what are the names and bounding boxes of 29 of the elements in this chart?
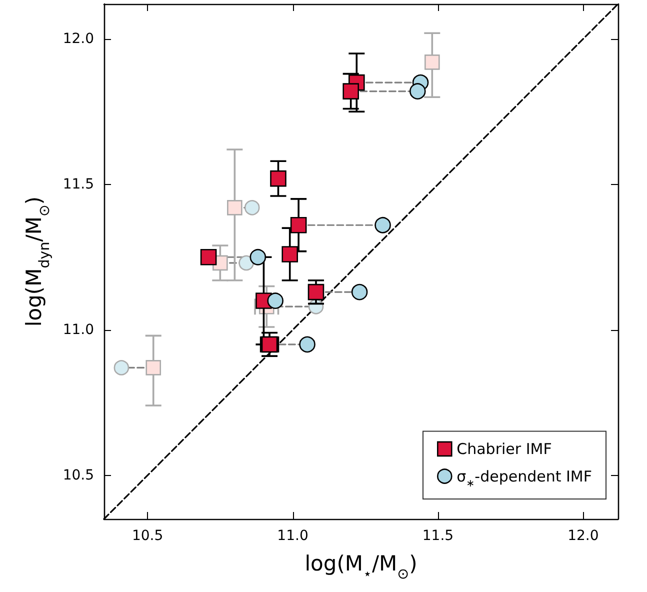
point (250, 248, 266, 266)
point (308, 284, 324, 300)
point (238, 255, 254, 271)
point (299, 336, 316, 353)
point (270, 170, 286, 187)
x-tick-label: 11.5 (422, 528, 454, 544)
legend-label: Chabrier IMF (456, 440, 552, 458)
point (114, 360, 130, 376)
point (409, 83, 426, 100)
point (200, 248, 217, 266)
point (282, 246, 298, 262)
y-axis-title: log(Mdyn/M⊙) (22, 196, 53, 327)
x-tick-label: 11.0 (277, 528, 308, 544)
point (374, 216, 391, 234)
y-tick-label: 11.0 (62, 322, 94, 338)
point (244, 200, 260, 216)
legend-label: σ∗-dependent IMF (456, 467, 592, 490)
point (424, 54, 440, 70)
point (146, 360, 162, 376)
y-tick-label: 11.5 (62, 176, 94, 192)
y-tick-label: 10.5 (62, 467, 94, 484)
point (342, 83, 359, 100)
x-axis-title: log(M⋆/M⊙) (304, 552, 418, 582)
y-tick-label: 12.0 (62, 30, 94, 47)
point (227, 200, 242, 216)
x-tick-label: 12.0 (568, 528, 599, 544)
x-tick-label: 10.5 (132, 528, 164, 544)
point (290, 216, 307, 234)
point (351, 284, 368, 300)
